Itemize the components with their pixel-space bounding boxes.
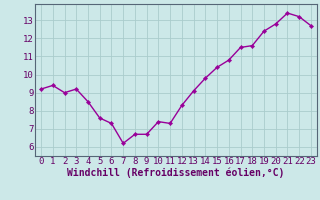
X-axis label: Windchill (Refroidissement éolien,°C): Windchill (Refroidissement éolien,°C) (67, 168, 285, 178)
